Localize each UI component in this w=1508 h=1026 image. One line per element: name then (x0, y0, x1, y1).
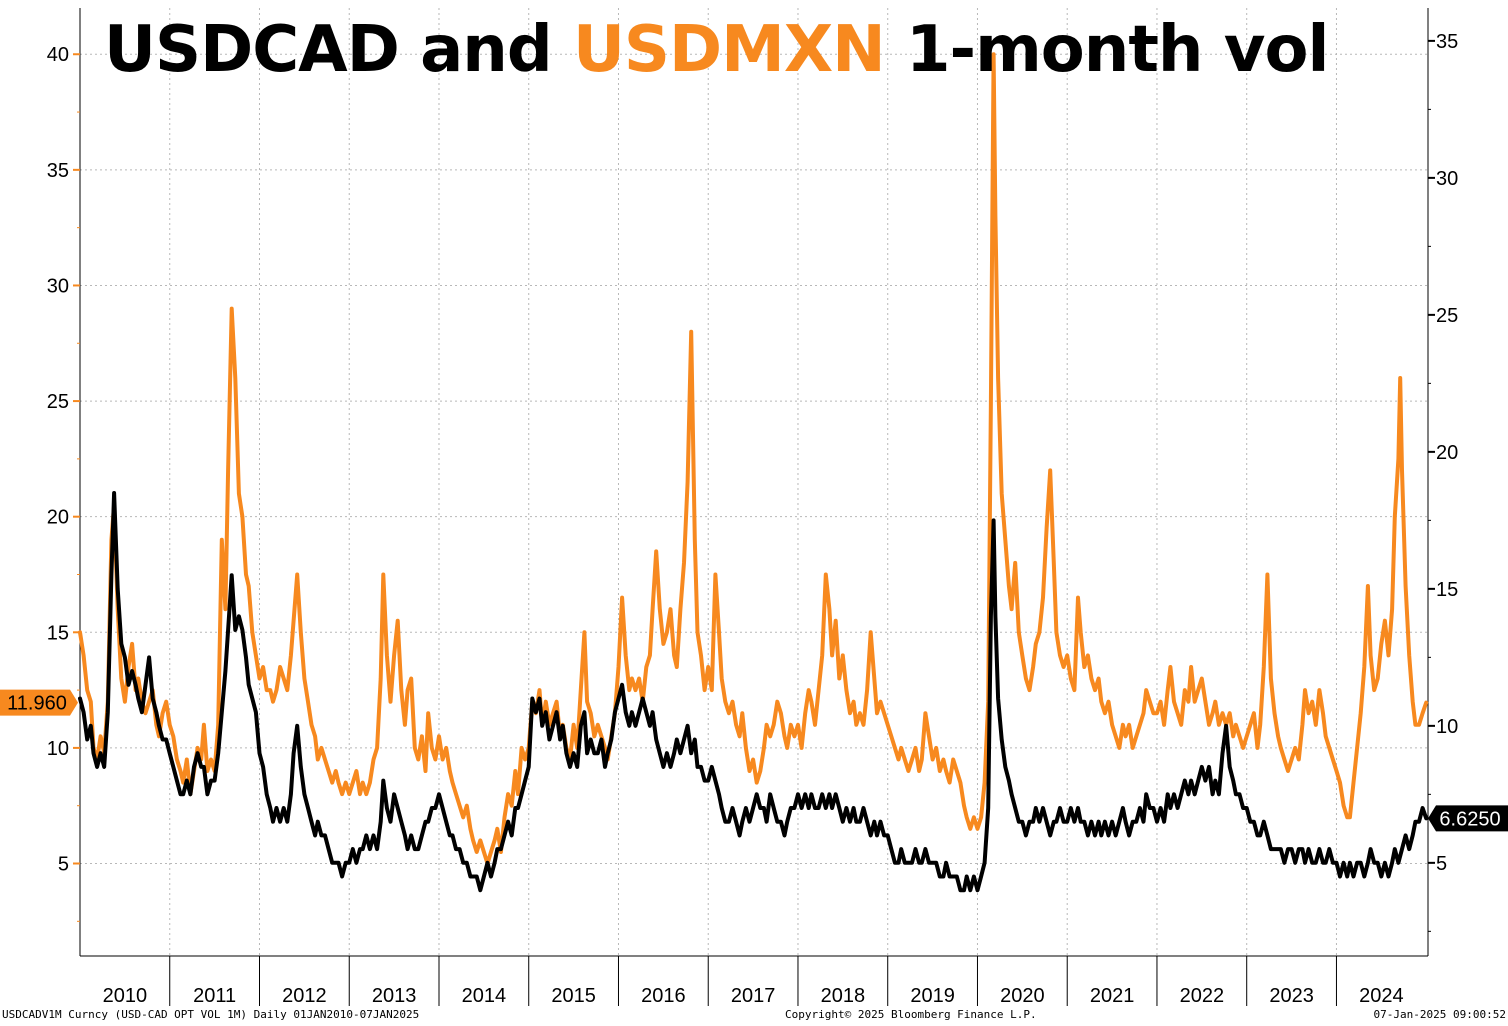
x-axis-year-label: 2023 (1269, 985, 1314, 1007)
left-axis-tick-label: 15 (47, 622, 69, 644)
x-axis-year-label: 2022 (1180, 985, 1225, 1007)
left-axis-tick-label: 10 (47, 738, 69, 760)
chart-title: USDCAD and USDMXN 1-month vol (104, 13, 1329, 88)
x-axis-year-label: 2013 (372, 985, 417, 1007)
right-axis-tick-label: 35 (1436, 31, 1458, 53)
x-axis-year-label: 2015 (551, 985, 596, 1007)
right-axis-tick-label: 20 (1436, 442, 1458, 464)
chart-title-part3: 1-month vol (884, 13, 1329, 87)
x-axis: 2010 2011 2012 2013 2014 2015 2016 2017 2018 2019… (80, 955, 1428, 1007)
left-axis-tick-label: 5 (58, 854, 69, 876)
right-last-value-tag (1428, 805, 1508, 832)
right-axis-tick-label: 15 (1436, 579, 1458, 601)
series-layer (78, 52, 1429, 893)
chart-title-highlight: USDMXN (572, 13, 886, 87)
footer-copyright: Copyright© 2025 Bloomberg Finance L.P. (785, 1008, 1037, 1021)
x-axis-year-label: 2018 (821, 985, 866, 1007)
footer-source: USDCADV1M Curncy (USD-CAD OPT VOL 1M) Da… (2, 1008, 420, 1021)
right-last-value-label: 6.6250 (1439, 808, 1500, 830)
right-axis-tick-label: 30 (1436, 168, 1458, 190)
x-axis-year-label: 2011 (193, 985, 236, 1007)
left-axis-tick-label: 30 (47, 275, 69, 297)
left-axis-tick-label: 25 (47, 391, 69, 413)
right-axis-tick-label: 10 (1436, 716, 1458, 738)
x-axis-year-label: 2024 (1359, 985, 1404, 1007)
last-value-labels: 11.960 6.6250 (0, 689, 1508, 832)
footer-timestamp: 07-Jan-2025 09:00:52 (1373, 1008, 1506, 1021)
x-axis-year-label: 2020 (1000, 985, 1045, 1007)
left-last-value-label: 11.960 (7, 693, 67, 715)
left-last-value-tag (0, 689, 78, 716)
chart-title-part1: USDCAD and (104, 13, 573, 87)
x-axis-year-label: 2012 (282, 985, 327, 1007)
x-axis-year-label: 2019 (910, 985, 955, 1007)
series-line-usdcad (78, 491, 1429, 893)
right-axis-tick-label: 5 (1436, 853, 1447, 875)
right-axis-tick-label: 25 (1436, 305, 1458, 327)
x-axis-year-label: 2010 (103, 985, 148, 1007)
x-axis-year-label: 2021 (1090, 985, 1135, 1007)
series-line-usdmxn (78, 52, 1429, 866)
x-axis-year-label: 2016 (641, 985, 686, 1007)
left-axis-tick-label: 35 (47, 160, 69, 182)
left-axis: 5 10 15 20 25 30 35 40 (47, 8, 81, 956)
right-axis: 5 10 15 20 25 30 35 (1427, 8, 1458, 956)
x-axis-year-label: 2014 (462, 985, 507, 1007)
left-axis-tick-label: 20 (47, 507, 69, 529)
left-axis-tick-label: 40 (47, 44, 69, 66)
x-axis-year-label: 2017 (731, 985, 776, 1007)
